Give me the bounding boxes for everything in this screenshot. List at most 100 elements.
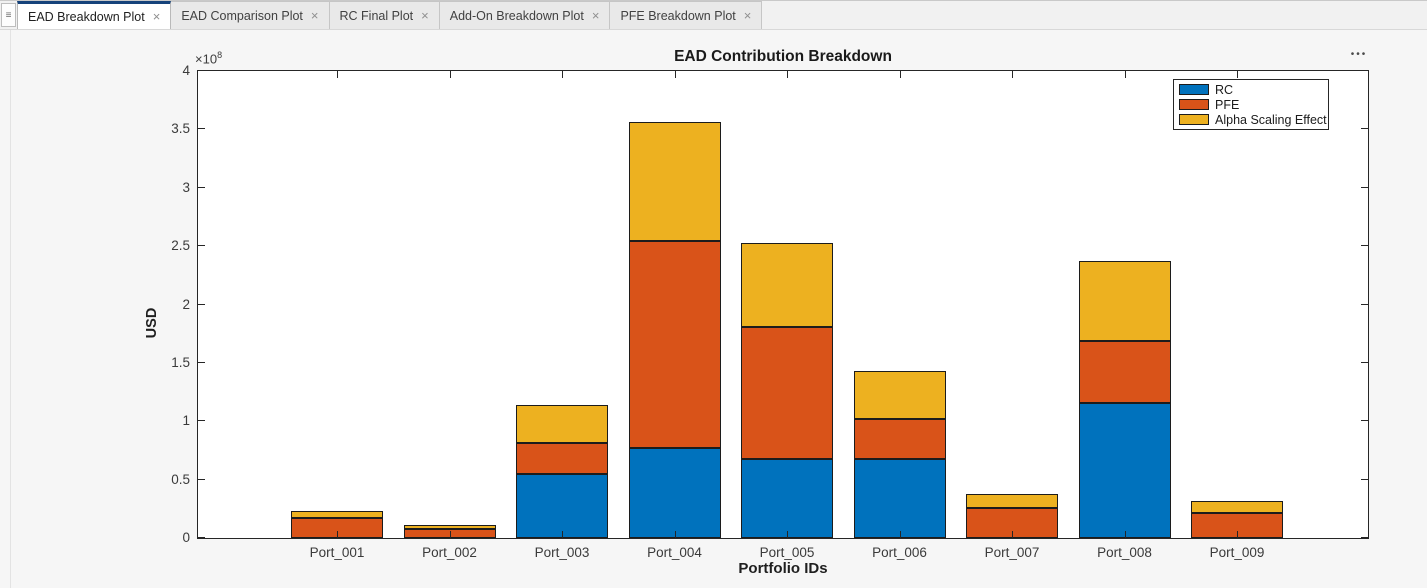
legend-label: Alpha Scaling Effect: [1215, 112, 1327, 127]
x-tick-label: Port_005: [759, 545, 815, 560]
y-tick-label: 1.5: [171, 354, 190, 370]
tab-list-button[interactable]: ≡: [1, 3, 16, 27]
y-tick-left: [198, 420, 205, 422]
tab-label: Add-On Breakdown Plot: [449, 8, 584, 23]
y-tick-label: 0.5: [171, 471, 190, 487]
tab-bar: ≡ EAD Breakdown Plot × EAD Comparison Pl…: [0, 0, 1427, 30]
x-tick-bottom: [1124, 531, 1126, 538]
tab-ead-breakdown-plot[interactable]: EAD Breakdown Plot ×: [17, 1, 172, 29]
x-tick-bottom: [674, 531, 676, 538]
x-tick-bottom: [562, 531, 563, 538]
tab-label: EAD Comparison Plot: [181, 8, 303, 23]
y-tick-left: [198, 303, 205, 305]
bar-segment-pfe[interactable]: [516, 443, 608, 474]
x-tick-top: [899, 71, 901, 78]
x-tick-label: Port_002: [422, 545, 477, 560]
chart-title: EAD Contribution Breakdown: [674, 48, 892, 65]
bar-segment-alpha-scaling-effect[interactable]: [1191, 500, 1283, 514]
x-axis-label: Portfolio IDs: [738, 560, 828, 577]
plot-axes: ×108 RC PFE Alpha Scaling Effect 0 0.5 1 1.…: [171, 50, 1369, 560]
x-tick-top: [1237, 71, 1238, 78]
bar-segment-alpha-scaling-effect[interactable]: [516, 404, 608, 444]
x-tick-top: [449, 71, 451, 78]
bar-segment-pfe[interactable]: [853, 418, 946, 459]
bar-segment-alpha-scaling-effect[interactable]: [403, 525, 496, 529]
legend-entry-pfe: PFE: [1174, 97, 1328, 112]
x-tick-top: [787, 71, 788, 78]
bar-segment-alpha-scaling-effect[interactable]: [853, 371, 946, 419]
bar-segment-rc[interactable]: [741, 458, 833, 538]
x-tick-top: [1012, 71, 1013, 78]
x-tick-label: Port_001: [309, 545, 365, 560]
y-tick-label: 2.5: [171, 238, 190, 254]
figure-options-button[interactable]: •••: [1344, 46, 1374, 62]
y-tick-right: [1361, 70, 1368, 71]
x-tick-label: Port_003: [534, 545, 590, 560]
bar-segment-alpha-scaling-effect[interactable]: [291, 511, 383, 519]
tab-close-icon[interactable]: ×: [310, 8, 319, 23]
y-tick-right: [1361, 186, 1368, 188]
tab-close-icon[interactable]: ×: [591, 8, 600, 23]
figure-area: ••• EAD Contribution Breakdown ×108 RC P…: [0, 30, 1427, 588]
bar-segment-alpha-scaling-effect[interactable]: [966, 493, 1058, 508]
y-tick-right: [1361, 303, 1368, 305]
bar-segment-pfe[interactable]: [1078, 340, 1171, 403]
y-tick-left: [198, 537, 205, 538]
x-tick-label: Port_004: [647, 545, 702, 560]
x-tick-label: Port_007: [984, 545, 1040, 560]
tab-list-icon: ≡: [5, 9, 12, 21]
legend-swatch-rc: [1179, 84, 1209, 95]
bar-segment-rc[interactable]: [628, 448, 721, 538]
bar-segment-alpha-scaling-effect[interactable]: [741, 242, 833, 327]
x-tick-top: [674, 71, 676, 78]
y-tick-label: 3.5: [171, 121, 190, 137]
tab-label: PFE Breakdown Plot: [620, 8, 736, 23]
y-tick-right: [1361, 245, 1368, 247]
y-tick-left: [198, 478, 205, 480]
tab-pfe-breakdown-plot[interactable]: PFE Breakdown Plot ×: [610, 1, 763, 29]
y-axis-label: USD: [144, 307, 160, 339]
bar-segment-rc[interactable]: [516, 473, 608, 538]
tab-rc-final-plot[interactable]: RC Final Plot ×: [329, 1, 440, 29]
y-tick-left: [198, 70, 205, 71]
tab-label: EAD Breakdown Plot: [28, 9, 145, 24]
y-tick-right: [1361, 420, 1368, 422]
bar-segment-pfe[interactable]: [628, 241, 721, 449]
y-tick-right: [1361, 537, 1368, 538]
y-tick-left: [198, 186, 205, 188]
x-tick-bottom: [337, 531, 338, 538]
y-tick-label: 4: [182, 63, 190, 78]
x-tick-top: [1124, 71, 1126, 78]
x-tick-bottom: [1012, 531, 1013, 538]
y-tick-right: [1361, 361, 1368, 363]
x-tick-top: [562, 71, 563, 78]
legend-swatch-alpha: [1179, 114, 1209, 125]
legend-entry-rc: RC: [1174, 82, 1328, 97]
x-tick-label: Port_008: [1097, 545, 1152, 560]
bar-segment-alpha-scaling-effect[interactable]: [628, 122, 721, 242]
tab-addon-breakdown-plot[interactable]: Add-On Breakdown Plot ×: [439, 1, 611, 29]
y-tick-label: 3: [182, 179, 190, 195]
tab-close-icon[interactable]: ×: [421, 8, 429, 23]
x-tick-top: [337, 71, 338, 78]
tab-close-icon[interactable]: ×: [743, 8, 752, 23]
y-tick-left: [198, 361, 205, 363]
tab-close-icon[interactable]: ×: [152, 9, 161, 24]
y-tick-right: [1361, 478, 1368, 480]
x-tick-bottom: [787, 531, 788, 538]
x-tick-bottom: [899, 531, 901, 538]
x-tick-bottom: [449, 531, 451, 538]
y-tick-right: [1361, 128, 1368, 130]
x-tick-bottom: [1237, 531, 1238, 538]
bar-segment-pfe[interactable]: [741, 326, 833, 459]
bar-segment-alpha-scaling-effect[interactable]: [1078, 261, 1171, 341]
tab-ead-comparison-plot[interactable]: EAD Comparison Plot ×: [171, 1, 330, 29]
x-tick-label: Port_006: [872, 545, 927, 560]
legend-label: PFE: [1215, 97, 1240, 112]
y-tick-label: 2: [182, 296, 190, 312]
bar-segment-rc[interactable]: [1078, 402, 1171, 538]
y-axis-exponent-label: ×108: [195, 50, 223, 67]
legend[interactable]: RC PFE Alpha Scaling Effect: [1173, 79, 1329, 130]
bar-segment-rc[interactable]: [853, 458, 946, 538]
x-tick-label: Port_009: [1209, 545, 1265, 560]
